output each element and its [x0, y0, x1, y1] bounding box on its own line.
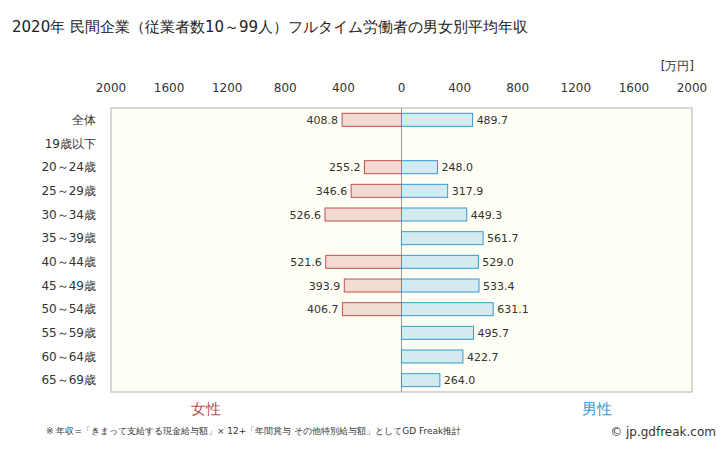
bar	[402, 184, 448, 197]
plot-frame	[111, 108, 692, 392]
bar	[351, 184, 401, 197]
bar	[402, 279, 479, 292]
axis-line	[401, 108, 402, 392]
category-label: 45～49歳	[41, 279, 96, 293]
source: © jp.gdfreak.com	[610, 425, 716, 439]
bar	[325, 208, 401, 221]
bar	[402, 232, 484, 245]
data-label: 561.7	[487, 232, 519, 245]
data-label: 317.9	[452, 185, 484, 198]
data-label: 533.4	[483, 280, 514, 293]
tick-label: 800	[506, 81, 529, 95]
bar	[402, 303, 494, 316]
category-label: 20～24歳	[41, 160, 96, 174]
tick-label: 400	[332, 81, 355, 95]
bar	[402, 255, 479, 268]
category-label: 50～54歳	[41, 302, 96, 316]
data-label: 408.8	[307, 114, 339, 127]
data-label: 489.7	[477, 114, 509, 127]
tick-label: 400	[448, 81, 471, 95]
tick-label: 1200	[561, 81, 592, 95]
bar	[402, 208, 467, 221]
tick-label: 1600	[619, 81, 650, 95]
tick-label: 1200	[212, 81, 243, 95]
data-label: 631.1	[497, 303, 528, 316]
legend-label: 男性	[582, 400, 612, 418]
note: ※ 年収=「きまって支給する現金給与額」× 12+「年間賞与 その他特別給与額」…	[46, 426, 461, 436]
data-label: 346.6	[316, 185, 348, 198]
bar	[402, 113, 473, 126]
legend-label: 女性	[191, 400, 221, 418]
axis-label: [万円]	[661, 59, 694, 73]
category-label: 40～44歳	[41, 255, 96, 269]
data-label: 521.6	[290, 256, 322, 269]
data-label: 264.0	[444, 374, 476, 387]
bar	[402, 161, 438, 174]
data-label: 255.2	[329, 161, 361, 174]
data-label: 526.6	[290, 209, 322, 222]
data-label: 406.7	[307, 303, 339, 316]
category-label: 19歳以下	[45, 137, 96, 151]
bar	[342, 303, 401, 316]
tick-label: 800	[274, 81, 297, 95]
bar	[342, 113, 401, 126]
bar	[402, 326, 474, 339]
tick-label: 2000	[96, 81, 127, 95]
bars	[325, 113, 493, 386]
category-label: 55～59歳	[41, 326, 96, 340]
bar	[326, 255, 402, 268]
tick-label: 0	[398, 81, 406, 95]
category-label: 30～34歳	[41, 208, 96, 222]
category-label: 65～69歳	[41, 373, 96, 387]
tick-label: 1600	[154, 81, 185, 95]
data-label: 495.7	[478, 327, 510, 340]
data-labels: 408.8 255.2 346.6 526.6 521.6 393.9 406.7 489.7…	[290, 114, 529, 387]
title: 2020年 民間企業（従業者数10～99人）フルタイム労働者の男女別平均年収	[12, 18, 528, 36]
category-label: 60～64歳	[41, 350, 96, 364]
data-label: 248.0	[442, 161, 474, 174]
bar	[402, 350, 463, 363]
data-label: 393.9	[309, 280, 341, 293]
bar	[344, 279, 401, 292]
data-label: 422.7	[467, 351, 499, 364]
data-label: 529.0	[482, 256, 514, 269]
category-label: 25～29歳	[41, 184, 96, 198]
category-label: 35～39歳	[41, 231, 96, 245]
chart: 2020年 民間企業（従業者数10～99人）フルタイム労働者の男女別平均年収 [万…	[0, 0, 728, 451]
data-label: 449.3	[471, 209, 503, 222]
bar	[402, 374, 440, 387]
bar	[364, 161, 401, 174]
category-label: 全体	[72, 113, 96, 127]
tick-label: 2000	[677, 81, 708, 95]
